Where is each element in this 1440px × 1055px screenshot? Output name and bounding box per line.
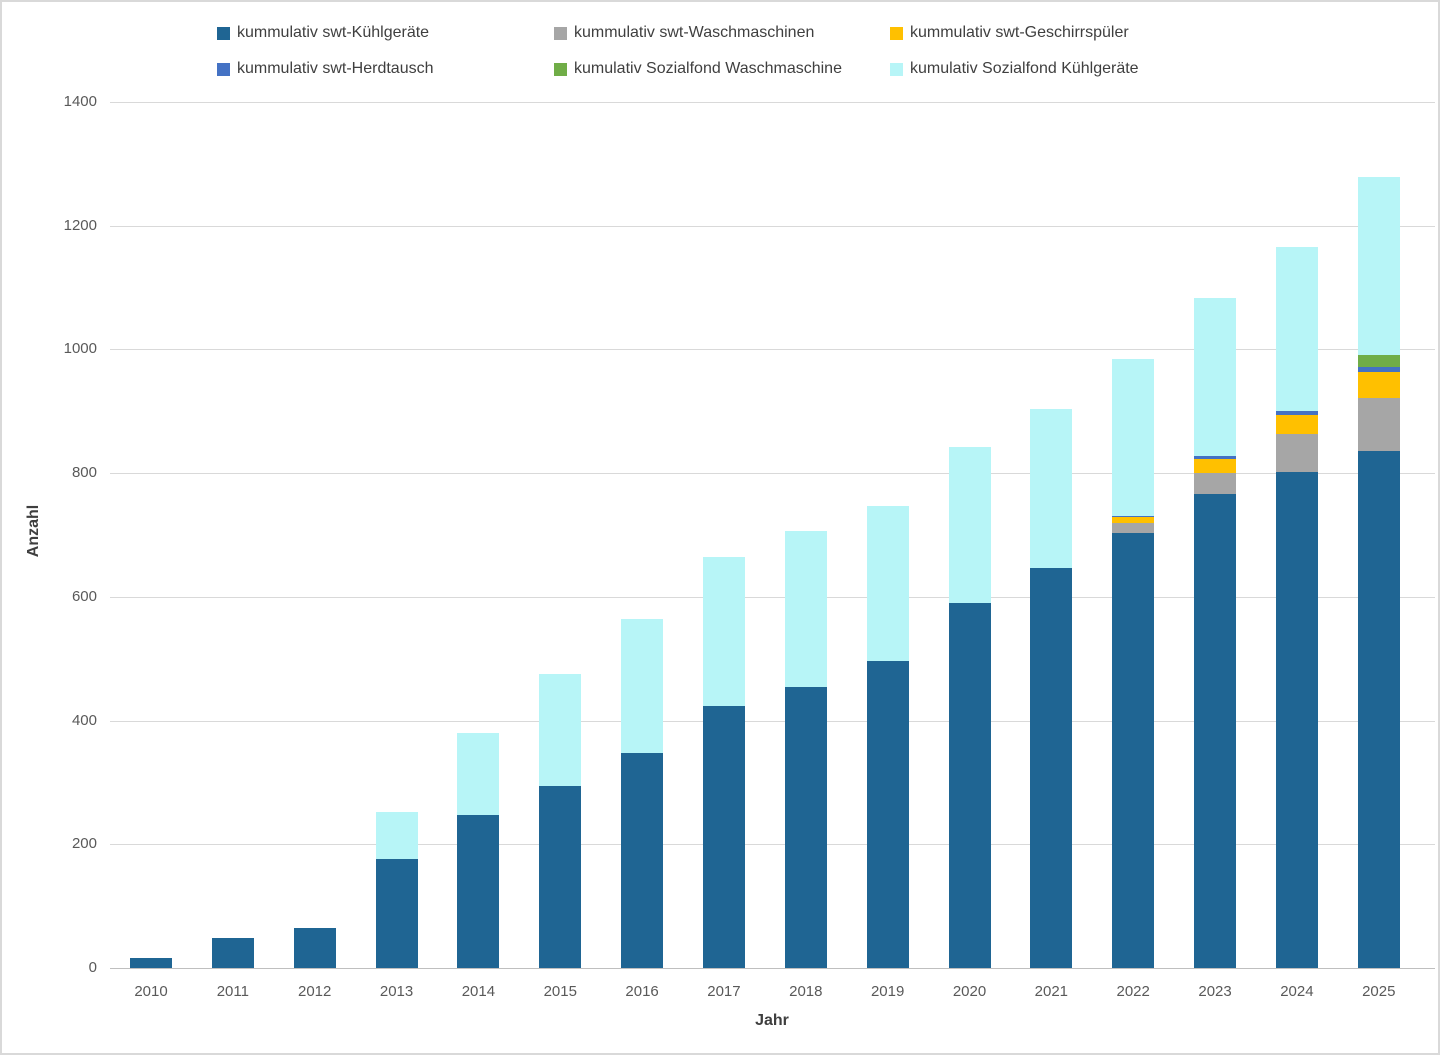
x-tick-label: 2025 [1362, 983, 1396, 1000]
x-tick-label: 2017 [707, 983, 741, 1000]
bar-segment [1275, 471, 1318, 968]
legend-swatch-icon [217, 62, 230, 76]
legend-item: kumulativ Sozialfond Kühlgeräte [890, 60, 1139, 78]
bar-segment [1357, 177, 1400, 355]
x-tick-label: 2016 [625, 983, 659, 1000]
x-tick-label: 2011 [216, 983, 249, 1000]
legend-label: kummulativ swt-Geschirrspüler [910, 24, 1129, 41]
y-tick-label: 600 [71, 587, 97, 605]
bar-segment [784, 531, 827, 687]
bar-segment [375, 858, 418, 968]
legend-swatch-icon [554, 26, 567, 40]
bar-segment [1112, 515, 1155, 518]
bar-segment [539, 674, 582, 786]
x-tick-label: 2012 [298, 983, 332, 1000]
legend-item: kumulativ Sozialfond Waschmaschine [554, 60, 842, 78]
y-gridline [110, 720, 1435, 722]
legend-swatch-icon [217, 26, 230, 40]
legend-swatch-icon [890, 26, 903, 40]
bar-segment [1357, 371, 1400, 398]
bar-segment [1112, 517, 1155, 524]
legend-item: kummulativ swt-Herdtausch [217, 60, 434, 78]
bar-segment [1112, 532, 1155, 968]
bar-segment [1112, 358, 1155, 516]
bar-segment [1275, 247, 1318, 412]
bar-segment [457, 814, 500, 968]
x-tick-label: 2021 [1034, 983, 1069, 1000]
bar-segment [948, 603, 991, 968]
x-axis-line [110, 968, 1435, 969]
y-gridline [110, 102, 1435, 103]
bar-segment [1030, 567, 1073, 968]
bar-segment [702, 705, 745, 968]
bar-segment [1112, 523, 1155, 533]
x-axis-title: Jahr [755, 1012, 789, 1029]
y-gridline [110, 596, 1435, 598]
y-tick-label: 0 [88, 959, 97, 976]
bar-segment [621, 618, 664, 753]
y-tick-label: 1200 [63, 216, 97, 234]
bar-segment [1275, 434, 1318, 472]
x-tick-label: 2014 [461, 983, 496, 1000]
bar-segment [1275, 414, 1318, 435]
x-tick-label: 2018 [789, 983, 823, 1000]
y-tick-label: 400 [71, 711, 97, 729]
bar-segment [621, 752, 664, 968]
bar-segment [375, 811, 418, 859]
y-tick-label: 1000 [63, 340, 97, 358]
legend-label: kummulativ swt-Kühlgeräte [237, 24, 430, 41]
legend-label: kumulativ Sozialfond Waschmaschine [574, 60, 842, 77]
bar-segment [702, 556, 745, 706]
bar-segment [1357, 367, 1400, 372]
bar-segment [293, 927, 336, 968]
x-tick-label: 2020 [952, 983, 987, 1000]
x-tick-label: 2010 [134, 983, 168, 1000]
x-tick-label: 2022 [1116, 983, 1150, 1000]
legend-swatch-icon [890, 62, 903, 76]
x-tick-label: 2024 [1280, 983, 1314, 1000]
y-gridline [110, 349, 1435, 351]
bar-segment [1194, 472, 1237, 494]
y-tick-label: 800 [71, 464, 97, 482]
bar-segment [1357, 397, 1400, 452]
legend-swatch-icon [554, 62, 567, 76]
bar-segment [1357, 451, 1400, 968]
bar-segment [1275, 411, 1318, 415]
bar-segment [866, 660, 909, 968]
legend-item: kummulativ swt-Geschirrspüler [890, 24, 1129, 42]
y-gridline [110, 225, 1435, 227]
legend-item: kummulativ swt-Waschmaschinen [554, 24, 814, 42]
bar-segment [784, 686, 827, 968]
bar-segment [1194, 298, 1237, 456]
x-tick-label: 2019 [870, 983, 905, 1000]
bar-segment [1194, 493, 1237, 968]
y-axis-title: Anzahl [25, 504, 42, 558]
y-tick-label: 1400 [63, 93, 97, 110]
bar-segment [211, 938, 254, 968]
y-gridline [110, 473, 1435, 475]
bar-segment [130, 958, 172, 968]
x-tick-label: 2023 [1198, 983, 1232, 1000]
x-tick-label: 2015 [543, 983, 577, 1000]
bar-segment [457, 732, 500, 815]
legend-label: kumulativ Sozialfond Kühlgeräte [910, 60, 1139, 77]
legend-label: kummulativ swt-Herdtausch [237, 60, 434, 77]
bar-segment [539, 785, 582, 968]
bar-segment [1194, 455, 1237, 459]
y-tick-label: 200 [71, 835, 97, 853]
bar-segment [948, 447, 991, 604]
x-tick-label: 2013 [379, 983, 414, 1000]
bar-segment [1194, 458, 1237, 473]
y-gridline [110, 844, 1435, 846]
legend-item: kummulativ swt-Kühlgeräte [217, 24, 429, 42]
bar-segment [1030, 409, 1073, 568]
legend-label: kummulativ swt-Waschmaschinen [574, 24, 815, 41]
bar-segment [866, 505, 909, 661]
bar-segment [1357, 354, 1400, 368]
